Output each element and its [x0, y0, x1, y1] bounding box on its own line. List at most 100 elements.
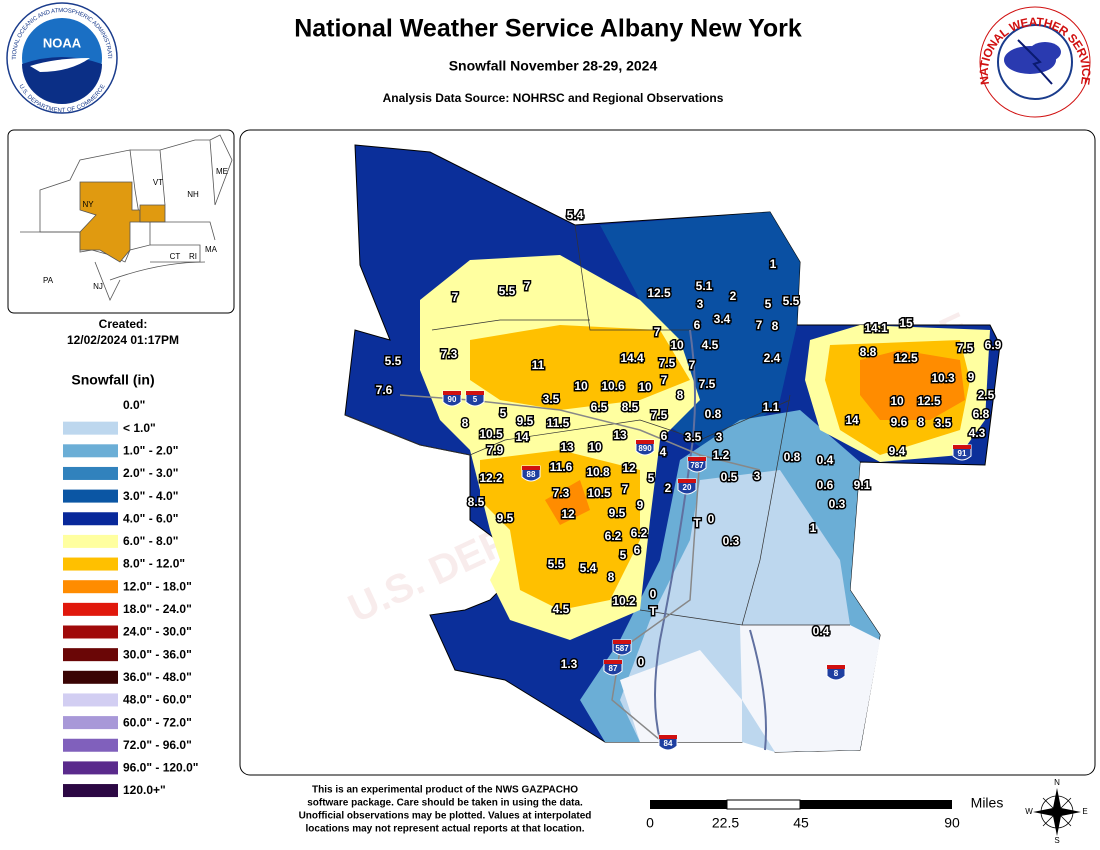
snowfall-observation: 5.4	[580, 561, 597, 575]
subtitle: Snowfall November 28-29, 2024	[449, 58, 658, 74]
noaa-name: NOAA	[43, 35, 82, 50]
snowfall-observation: T	[649, 604, 657, 618]
snowfall-observation: 10.6	[601, 379, 625, 393]
snowfall-observation: 2.5	[978, 388, 995, 402]
legend-label: 3.0" - 4.0"	[123, 489, 178, 503]
disclaimer-line: This is an experimental product of the N…	[312, 785, 578, 796]
disclaimer: This is an experimental product of the N…	[299, 785, 592, 835]
snowfall-observation: 3.5	[935, 416, 952, 430]
legend-swatch	[63, 784, 118, 798]
snowfall-observation: 3.5	[685, 430, 702, 444]
highway-number: 87	[609, 664, 618, 673]
snowfall-observation: 15	[899, 316, 913, 330]
snowfall-observation: 10.5	[587, 486, 611, 500]
highway-number: 84	[664, 739, 673, 748]
legend-swatch	[63, 670, 118, 684]
legend-label: 96.0" - 120.0"	[123, 761, 198, 775]
legend-swatch	[63, 580, 118, 594]
snowfall-observation: 12	[622, 461, 636, 475]
legend-swatch	[63, 466, 118, 480]
disclaimer-line: Unofficial observations may be plotted. …	[299, 811, 592, 822]
snowfall-observation: 7.6	[376, 383, 393, 397]
snowfall-observation: 5	[620, 548, 627, 562]
scale-tick-label: 0	[646, 815, 654, 831]
snowfall-observation: 7	[661, 373, 668, 387]
snowfall-observation: 7.5	[659, 356, 676, 370]
created-timestamp: 12/02/2024 01:17PM	[67, 333, 179, 347]
map: U.S. DEPARTMENT OF COMMERCE 905890887872…	[239, 129, 1096, 776]
snowfall-observation: 11	[532, 358, 545, 372]
state-label: NY	[82, 200, 94, 209]
snowfall-observation: 9.5	[497, 511, 514, 525]
scale-tick-label: 22.5	[712, 815, 739, 831]
snowfall-observation: 14	[845, 413, 859, 427]
highway-number: 90	[448, 395, 457, 404]
snowfall-observation: 10.2	[612, 594, 636, 608]
snowfall-observation: 7.3	[553, 486, 570, 500]
snowfall-observation: 10	[670, 338, 684, 352]
snowfall-observation: 7.9	[487, 443, 504, 457]
legend-swatch	[63, 421, 118, 435]
snowfall-observation: 12.5	[917, 394, 941, 408]
highway-band	[604, 660, 622, 664]
scale-unit: Miles	[971, 795, 1004, 811]
highway-number: 20	[683, 483, 692, 492]
legend-label: 72.0" - 96.0"	[123, 738, 192, 752]
snowfall-observation: 0.4	[813, 624, 830, 638]
legend-label: 36.0" - 48.0"	[123, 670, 192, 684]
snowfall-observation: 1	[770, 257, 777, 271]
snowfall-observation: 1.2	[713, 448, 730, 462]
highway-band	[613, 640, 631, 644]
snowfall-observation: 8	[462, 416, 469, 430]
compass-letter: S	[1054, 836, 1059, 845]
disclaimer-line: locations may not represent actual repor…	[306, 824, 585, 835]
snowfall-observation: 8	[608, 570, 615, 584]
snowfall-observation: 1.1	[763, 400, 780, 414]
snowfall-observation: 0	[638, 655, 645, 669]
legend-label: 24.0" - 30.0"	[123, 625, 192, 639]
highway-band	[636, 440, 654, 444]
snowfall-observation: 7.5	[957, 341, 974, 355]
snowfall-observation: 14	[515, 430, 529, 444]
source: Analysis Data Source: NOHRSC and Regiona…	[383, 91, 724, 105]
snowfall-observation: 8	[918, 415, 925, 429]
snowfall-observation: 7	[756, 318, 763, 332]
compass: N S E W	[1025, 778, 1087, 845]
snowfall-observation: 5.4	[567, 208, 584, 222]
snowfall-observation: 7	[689, 358, 696, 372]
snowfall-observation: 3	[716, 430, 723, 444]
snowfall-observation: 7	[452, 290, 459, 304]
snowfall-observation: 0.3	[829, 497, 846, 511]
snowfall-observation: 7.3	[441, 347, 458, 361]
snowfall-observation: 12.5	[647, 286, 671, 300]
snowfall-observation: 12.5	[894, 351, 918, 365]
compass-letter: N	[1054, 778, 1060, 787]
highway-band	[678, 479, 696, 483]
highway-number: 5	[473, 395, 478, 404]
snowfall-observation: 5.5	[499, 284, 516, 298]
snowfall-observation: 0.4	[817, 453, 834, 467]
title: National Weather Service Albany New York	[294, 15, 802, 43]
snowfall-observation: 7	[622, 482, 629, 496]
snowfall-observation: 5	[648, 471, 655, 485]
legend-swatch	[63, 738, 118, 752]
snowfall-observation: 4.3	[969, 426, 986, 440]
legend-swatch	[63, 444, 118, 458]
legend-swatch	[63, 557, 118, 571]
highway-band	[659, 735, 677, 739]
state-label: NH	[187, 190, 199, 199]
scale-tick-label: 90	[944, 815, 960, 831]
highway-number: 890	[638, 444, 652, 453]
snowfall-observation: 8.5	[622, 400, 639, 414]
compass-letter: W	[1025, 807, 1033, 816]
snowfall-observation: 4.5	[553, 602, 570, 616]
state-label: ME	[216, 167, 228, 176]
snowfall-observation: 9.4	[889, 444, 906, 458]
snowfall-observation: 6	[661, 429, 668, 443]
snowfall-observation: 0	[650, 587, 657, 601]
created-label: Created:	[99, 317, 148, 331]
snowfall-observation: 0.3	[723, 534, 740, 548]
snowfall-observation: 9	[637, 498, 644, 512]
legend-swatch	[63, 716, 118, 730]
